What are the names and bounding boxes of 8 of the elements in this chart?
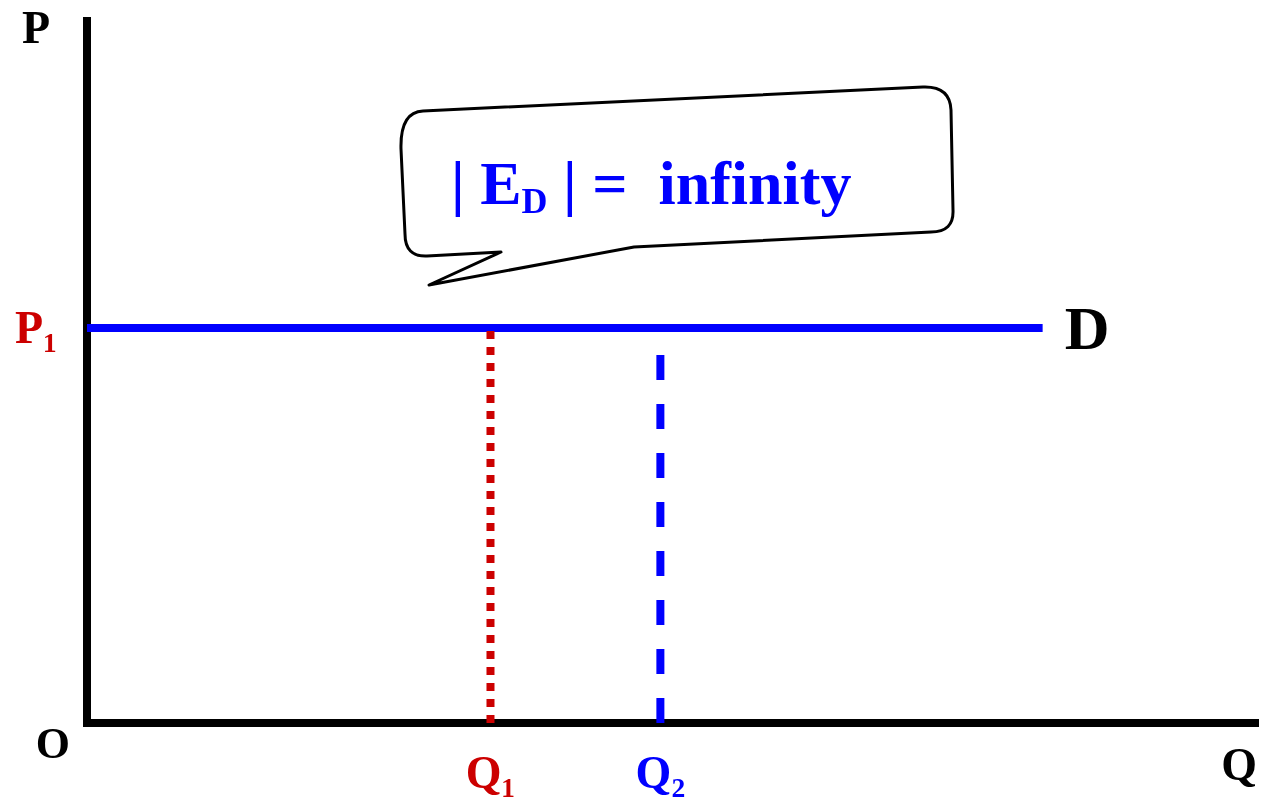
- text: O: [35, 719, 70, 768]
- text: P: [21, 2, 50, 53]
- x-axis-title: Q: [1221, 738, 1257, 790]
- x-tick-label: Q₂: [635, 746, 686, 798]
- text: | E$_{D}$ | = infinity: [451, 148, 852, 221]
- x-tick-label: Q₁: [465, 746, 516, 798]
- text: P₁: [15, 301, 57, 353]
- series-label: D: [1064, 293, 1110, 362]
